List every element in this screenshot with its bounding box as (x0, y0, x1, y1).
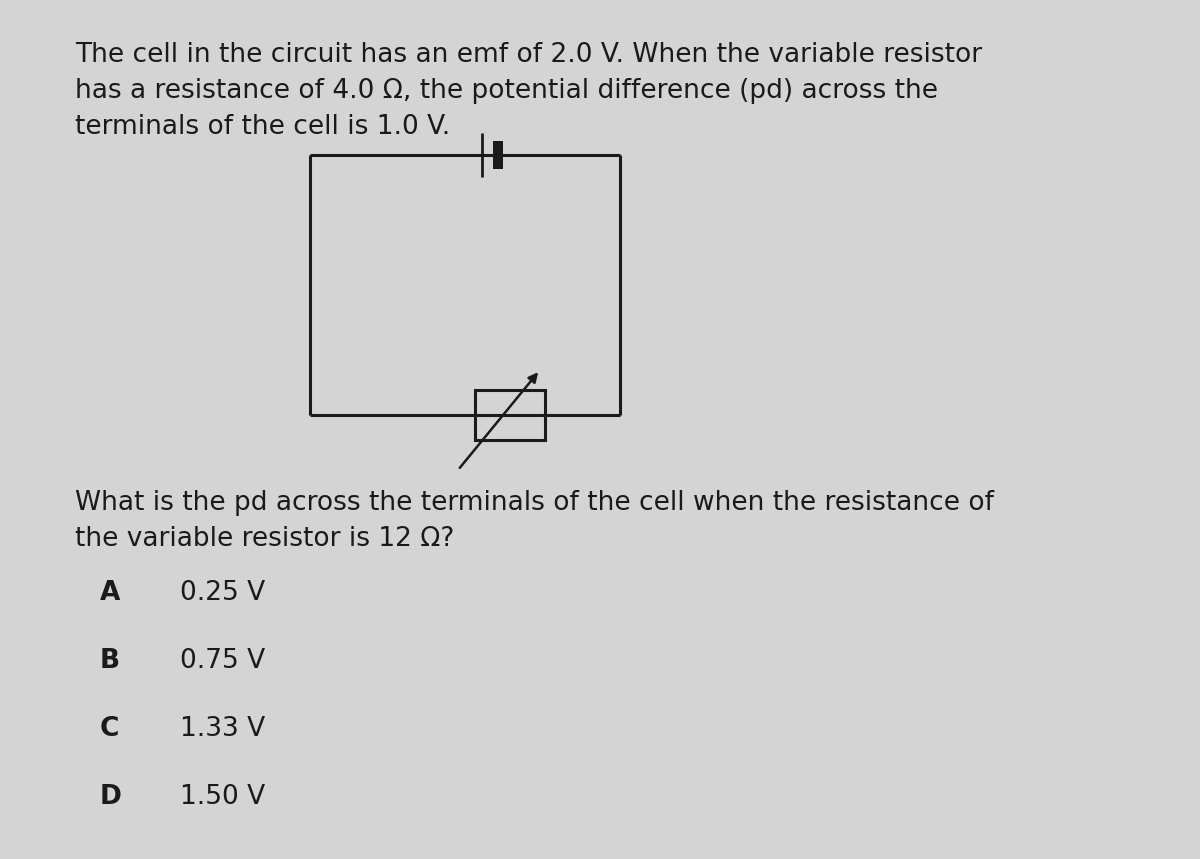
Text: terminals of the cell is 1.0 V.: terminals of the cell is 1.0 V. (74, 114, 450, 140)
Text: 1.50 V: 1.50 V (180, 784, 265, 810)
Text: has a resistance of 4.0 Ω, the potential difference (pd) across the: has a resistance of 4.0 Ω, the potential… (74, 78, 938, 104)
Text: D: D (100, 784, 122, 810)
Text: A: A (100, 580, 120, 606)
Text: B: B (100, 648, 120, 674)
Text: the variable resistor is 12 Ω?: the variable resistor is 12 Ω? (74, 526, 455, 552)
Text: 0.75 V: 0.75 V (180, 648, 265, 674)
Text: What is the pd across the terminals of the cell when the resistance of: What is the pd across the terminals of t… (74, 490, 994, 516)
Text: The cell in the circuit has an emf of 2.0 V. When the variable resistor: The cell in the circuit has an emf of 2.… (74, 42, 982, 68)
Text: 0.25 V: 0.25 V (180, 580, 265, 606)
Text: C: C (100, 716, 119, 742)
Text: 1.33 V: 1.33 V (180, 716, 265, 742)
Bar (493, 141, 503, 169)
